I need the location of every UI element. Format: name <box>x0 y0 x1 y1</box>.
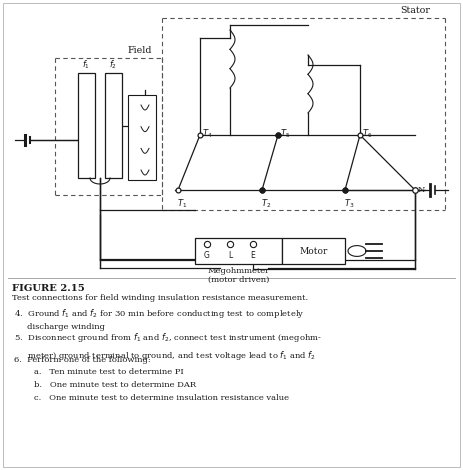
Text: N: N <box>418 186 425 194</box>
Text: $T_1$: $T_1$ <box>177 198 187 211</box>
Bar <box>78 73 95 178</box>
Text: 4.  Ground $f_1$ and $f_2$ for 30 min before conducting test to completely
     : 4. Ground $f_1$ and $f_2$ for 30 min bef… <box>14 307 305 331</box>
Bar <box>282 238 345 264</box>
Text: Motor: Motor <box>299 246 328 256</box>
Bar <box>195 238 282 264</box>
Text: G: G <box>204 251 210 260</box>
Text: Test connections for field winding insulation resistance measurement.: Test connections for field winding insul… <box>12 294 308 302</box>
Bar <box>105 73 122 178</box>
Text: L: L <box>228 251 232 260</box>
Text: $T_5$: $T_5$ <box>280 127 290 140</box>
Text: 5.  Disconnect ground from $f_1$ and $f_2$, connect test instrument (megohm-
   : 5. Disconnect ground from $f_1$ and $f_2… <box>14 331 322 361</box>
Text: $T_3$: $T_3$ <box>344 198 355 211</box>
Text: $f_2$: $f_2$ <box>109 58 118 71</box>
Text: Megohmmeter
(motor driven): Megohmmeter (motor driven) <box>207 267 269 284</box>
Text: a.   Ten minute test to determine PI: a. Ten minute test to determine PI <box>34 368 184 376</box>
Text: $T_2$: $T_2$ <box>261 198 271 211</box>
Bar <box>128 95 156 180</box>
Text: $T_4$: $T_4$ <box>202 127 213 140</box>
Text: Field: Field <box>128 46 152 55</box>
Text: b.   One minute test to determine DAR: b. One minute test to determine DAR <box>34 381 196 389</box>
Text: $f_1$: $f_1$ <box>82 58 91 71</box>
Text: FIGURE 2.15: FIGURE 2.15 <box>12 284 85 293</box>
Text: $T_6$: $T_6$ <box>362 127 372 140</box>
Text: 6.  Perform one of the following:: 6. Perform one of the following: <box>14 356 151 364</box>
Text: Stator: Stator <box>400 6 430 15</box>
Text: E: E <box>250 251 256 260</box>
Text: c.   One minute test to determine insulation resistance value: c. One minute test to determine insulati… <box>34 394 289 402</box>
